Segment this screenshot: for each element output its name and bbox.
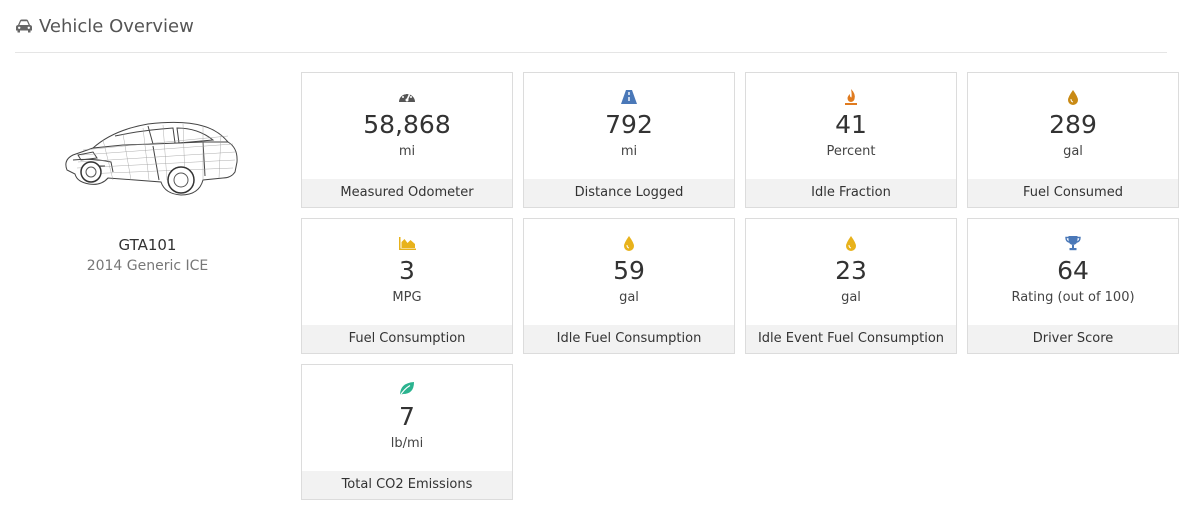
metric-label: Fuel Consumed: [968, 179, 1178, 207]
metric-unit: lb/mi: [390, 436, 424, 451]
metric-value: 64: [1057, 256, 1089, 285]
vehicle-description: 2014 Generic ICE: [86, 258, 209, 274]
vehicle-id: GTA101: [118, 236, 177, 254]
metric-label: Idle Fuel Consumption: [524, 325, 734, 353]
metric-unit: gal: [1063, 144, 1083, 159]
metric-unit: gal: [619, 290, 639, 305]
metric-unit: mi: [398, 144, 416, 159]
metric-label: Idle Fraction: [746, 179, 956, 207]
vehicle-summary: GTA101 2014 Generic ICE: [40, 100, 255, 274]
metric-unit: Percent: [826, 144, 876, 159]
metric-tile-distance: 792 mi Distance Logged: [523, 72, 735, 208]
metric-tile-driver-score: 64 Rating (out of 100) Driver Score: [967, 218, 1179, 354]
metric-tile-fuel-consumption: 3 MPG Fuel Consumption: [301, 218, 513, 354]
drop-icon: [624, 236, 634, 251]
metric-label: Total CO2 Emissions: [302, 471, 512, 499]
car-icon: [16, 19, 32, 33]
metric-value: 3: [399, 256, 415, 285]
metric-tile-odometer: 58,868 mi Measured Odometer: [301, 72, 513, 208]
metric-value: 58,868: [363, 110, 451, 139]
metric-tile-fuel: 289 gal Fuel Consumed: [967, 72, 1179, 208]
metric-label: Idle Event Fuel Consumption: [746, 325, 956, 353]
area-chart-icon: [399, 237, 416, 250]
road-icon: [621, 90, 637, 104]
car-wireframe-image: [64, 121, 238, 196]
drop-icon: [846, 236, 856, 251]
metric-value: 41: [835, 110, 867, 139]
metric-label: Driver Score: [968, 325, 1178, 353]
leaf-icon: [398, 382, 414, 397]
metric-value: 792: [605, 110, 653, 139]
page-title: Vehicle Overview: [39, 15, 194, 37]
metric-tile-co2: 7 lb/mi Total CO2 Emissions: [301, 364, 513, 500]
metric-label: Measured Odometer: [302, 179, 512, 207]
metric-tile-idle-event-fuel: 23 gal Idle Event Fuel Consumption: [745, 218, 957, 354]
metric-value: 23: [835, 256, 867, 285]
metric-tile-idle-fuel: 59 gal Idle Fuel Consumption: [523, 218, 735, 354]
trophy-icon: [1065, 236, 1081, 251]
metric-label: Distance Logged: [524, 179, 734, 207]
header-divider: [15, 52, 1167, 53]
fire-icon: [845, 89, 857, 105]
page-header: Vehicle Overview: [15, 12, 194, 40]
metric-value: 289: [1049, 110, 1097, 139]
metric-label: Fuel Consumption: [302, 325, 512, 353]
metric-unit: Rating (out of 100): [1011, 290, 1135, 305]
metric-unit: mi: [620, 144, 638, 159]
metric-tile-idle: 41 Percent Idle Fraction: [745, 72, 957, 208]
metric-value: 59: [613, 256, 645, 285]
drop-icon: [1068, 90, 1078, 105]
speedometer-icon: [399, 92, 415, 102]
metric-value: 7: [399, 402, 415, 431]
metrics-grid: 58,868 mi Measured Odometer 792 mi Dista…: [301, 72, 1179, 500]
metric-unit: gal: [841, 290, 861, 305]
metric-unit: MPG: [392, 290, 422, 305]
